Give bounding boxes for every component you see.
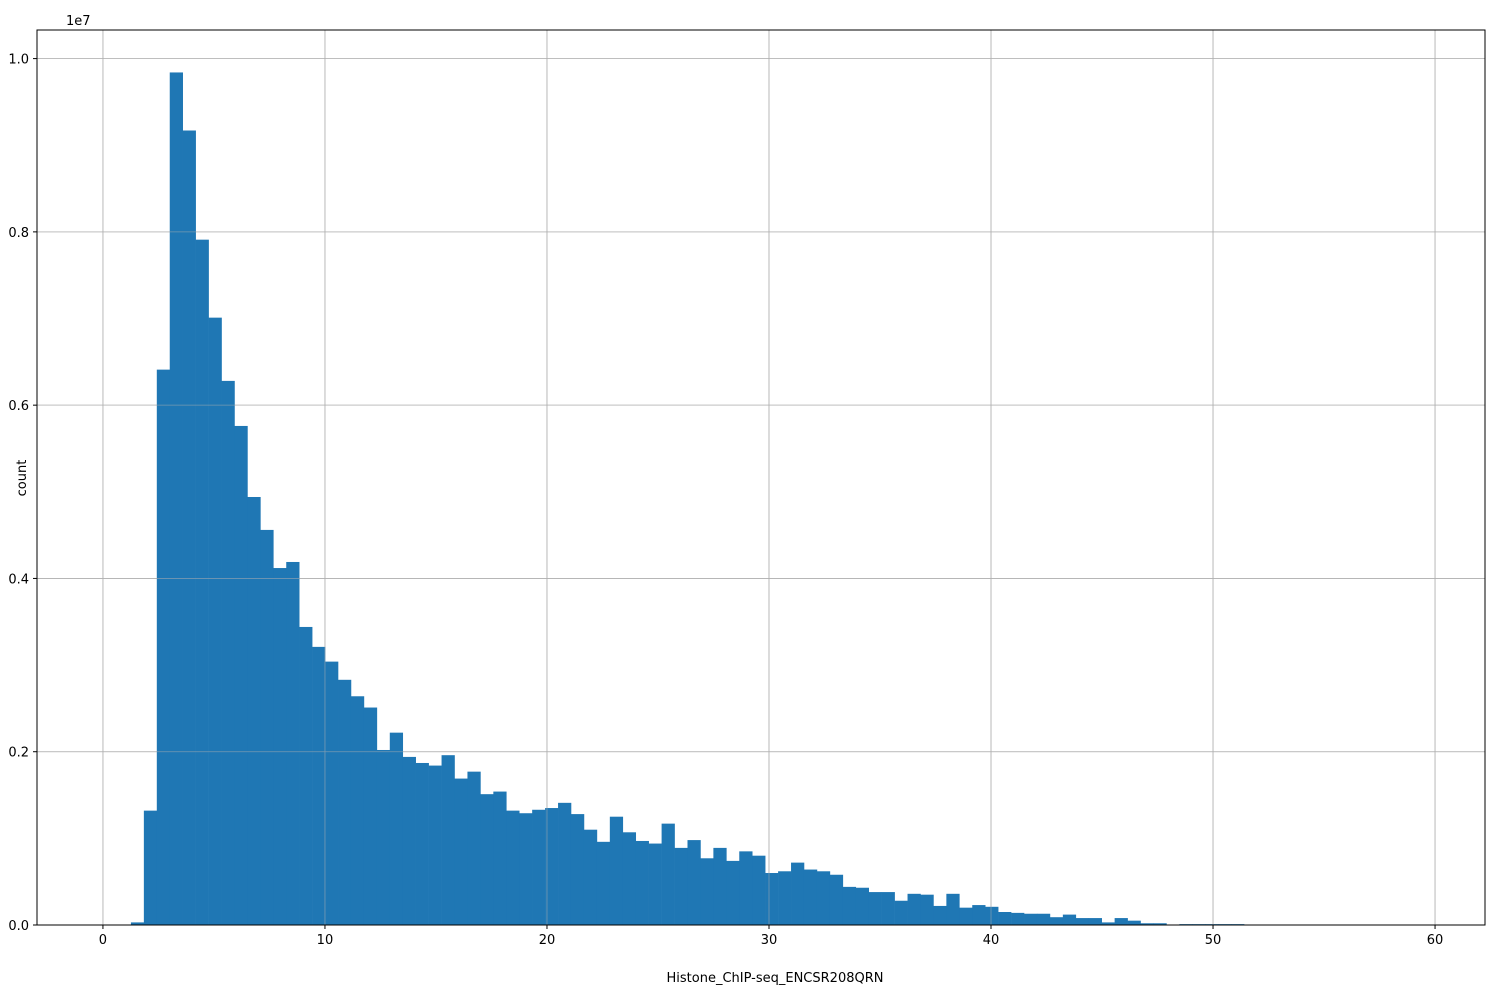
- y-tick-label: 0.6: [8, 399, 29, 414]
- histogram-bar: [1024, 914, 1037, 925]
- histogram-bar: [299, 627, 312, 925]
- histogram-bar: [1076, 918, 1089, 925]
- histogram-bar: [1089, 918, 1102, 925]
- histogram-bar: [869, 892, 882, 925]
- y-axis-label: count: [15, 460, 30, 497]
- histogram-bar: [649, 844, 662, 925]
- histogram-bar: [726, 861, 739, 925]
- x-tick-label: 50: [1205, 933, 1222, 948]
- histogram-bar: [532, 810, 545, 925]
- histogram-bar: [312, 647, 325, 925]
- histogram-bar: [972, 905, 985, 925]
- histogram-bar: [946, 894, 959, 925]
- histogram-bar: [234, 426, 247, 925]
- x-tick-label: 40: [983, 933, 1000, 948]
- histogram-bar: [170, 72, 183, 925]
- histogram-bar: [856, 888, 869, 925]
- histogram-bar: [882, 892, 895, 925]
- histogram-bar: [636, 841, 649, 925]
- histogram-bar: [364, 708, 377, 925]
- histogram-bar: [765, 873, 778, 925]
- histogram-bar: [493, 792, 506, 925]
- histogram-bar: [920, 895, 933, 925]
- histogram-bar: [506, 811, 519, 925]
- histogram-bar: [1011, 913, 1024, 925]
- histogram-bar: [338, 680, 351, 925]
- histogram-bar: [558, 803, 571, 925]
- histogram-bar: [985, 907, 998, 925]
- histogram-bar: [830, 875, 843, 925]
- histogram-bar: [183, 131, 196, 925]
- y-tick-label: 0.0: [8, 919, 29, 934]
- histogram-bar: [429, 766, 442, 925]
- histogram-bar: [933, 906, 946, 925]
- y-tick-label: 0.4: [8, 572, 29, 587]
- histogram-bar: [998, 912, 1011, 925]
- y-tick-label: 1.0: [8, 53, 29, 68]
- x-tick-label: 10: [317, 933, 334, 948]
- histogram-bar: [467, 772, 480, 925]
- histogram-bar: [817, 871, 830, 925]
- histogram-bar: [519, 813, 532, 925]
- histogram-bar: [455, 779, 468, 925]
- bars: [131, 72, 1244, 925]
- x-axis-label: Histone_ChIP-seq_ENCSR208QRN: [667, 971, 884, 986]
- histogram-bar: [390, 733, 403, 925]
- histogram-bar: [700, 858, 713, 925]
- histogram-bar: [325, 662, 338, 925]
- histogram-bar: [908, 894, 921, 925]
- histogram-bar: [351, 696, 364, 925]
- histogram-bar: [752, 856, 765, 925]
- histogram-bar: [843, 887, 856, 925]
- histogram-bar: [895, 901, 908, 925]
- histogram-bar: [623, 832, 636, 925]
- histogram-bar: [959, 908, 972, 925]
- histogram-bar: [403, 757, 416, 925]
- histogram-bar: [1115, 918, 1128, 925]
- histogram-bar: [571, 814, 584, 925]
- histogram-bar: [1037, 914, 1050, 925]
- histogram-bar: [196, 240, 209, 925]
- histogram-bar: [662, 824, 675, 925]
- histogram-bar: [247, 497, 260, 925]
- histogram-bar: [687, 840, 700, 925]
- histogram-bar: [1128, 921, 1141, 925]
- histogram-bar: [377, 750, 390, 925]
- histogram-bar: [804, 870, 817, 925]
- histogram-bar: [222, 381, 235, 925]
- x-tick-label: 20: [539, 933, 556, 948]
- x-tick-label: 0: [99, 933, 107, 948]
- histogram-bar: [416, 763, 429, 925]
- histogram-bar: [778, 871, 791, 925]
- y-tick-label: 0.8: [8, 226, 29, 241]
- histogram-bar: [260, 530, 273, 925]
- histogram-bar: [1063, 915, 1076, 925]
- histogram-bar: [791, 863, 804, 925]
- histogram-bar: [1050, 917, 1063, 925]
- y-tick-label: 0.2: [8, 746, 29, 761]
- histogram-bar: [209, 318, 222, 925]
- histogram-bar: [739, 851, 752, 925]
- x-tick-label: 60: [1427, 933, 1444, 948]
- histogram-bar: [480, 794, 493, 925]
- histogram-bar: [610, 817, 623, 925]
- histogram-bar: [713, 848, 726, 925]
- histogram-bar: [442, 755, 455, 925]
- histogram-bar: [286, 562, 299, 925]
- histogram-bar: [273, 568, 286, 925]
- histogram-bar: [597, 842, 610, 925]
- histogram-bar: [157, 370, 170, 925]
- histogram-bar: [584, 830, 597, 925]
- histogram-bar: [675, 848, 688, 925]
- histogram-bar: [144, 811, 157, 925]
- x-tick-label: 30: [761, 933, 778, 948]
- y-offset-label: 1e7: [66, 14, 91, 29]
